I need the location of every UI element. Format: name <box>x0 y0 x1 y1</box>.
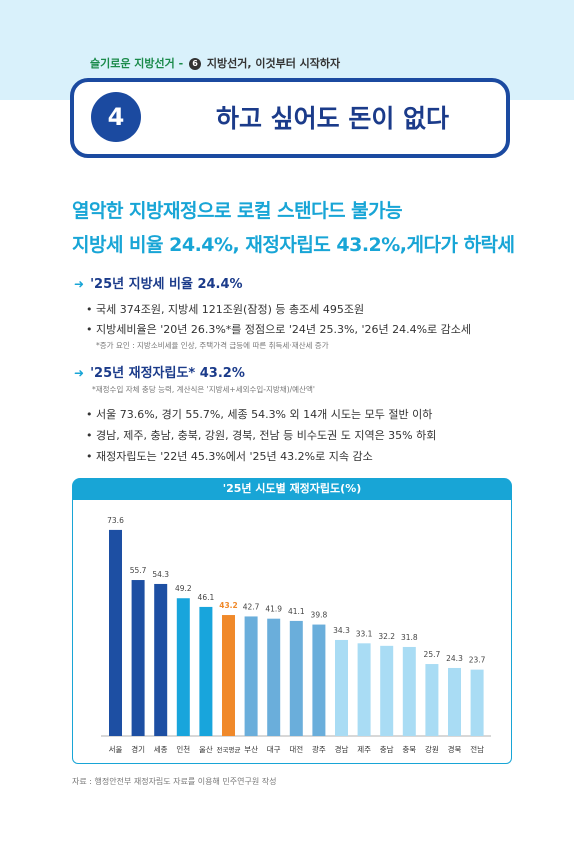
bar-12 <box>380 645 394 736</box>
section-1-bullet-1: • 국세 374조원, 지방세 121조원(잠정) 등 총조세 495조원 <box>86 303 365 316</box>
chart-frame: 73.6 서울 55.7 경기 54.3 세종 49.2 인천 46.1 울산 43.2 전국평균 42… <box>72 500 512 764</box>
bar-9 <box>312 624 326 736</box>
bar-value-label: 33.1 <box>356 629 373 638</box>
bar-value-label: 42.7 <box>243 602 260 611</box>
bar-value-label: 25.7 <box>424 650 441 659</box>
headline-line-2: 지방세 비율 24.4%, 재정자립도 43.2%,게다가 하락세 <box>72 234 515 256</box>
bar-chart: 73.6 서울 55.7 경기 54.3 세종 49.2 인천 46.1 울산 43.2 전국평균 42… <box>101 516 491 754</box>
category-label: 광주 <box>312 744 326 754</box>
bar-6 <box>244 616 258 736</box>
section-2-note: *재정수입 자체 충당 능력, 계산식은 '지방세+세외수입-지방채)/예산액' <box>92 385 315 394</box>
bar-14 <box>425 664 439 736</box>
bar-value-label: 32.2 <box>378 632 395 641</box>
category-label: 울산 <box>199 744 213 754</box>
category-label: 대전 <box>289 744 303 754</box>
section-2-bullet-3: • 재정자립도는 '22년 45.3%에서 '25년 43.2%로 지속 감소 <box>86 450 373 463</box>
category-label: 전국평균 <box>217 745 241 754</box>
section-2-bullet-1: • 서울 73.6%, 경기 55.7%, 세종 54.3% 외 14개 시도는… <box>86 408 433 421</box>
bar-value-label: 39.8 <box>311 611 328 620</box>
series-number-badge: 6 <box>189 58 202 70</box>
bar-16 <box>470 669 484 736</box>
section-2-heading: ➜ '25년 재정자립도* 43.2% <box>74 362 245 381</box>
series-brand: 슬기로운 지방선거 - <box>90 57 188 70</box>
bar-1 <box>131 580 145 736</box>
bar-8 <box>289 620 303 736</box>
category-label: 경기 <box>131 744 145 754</box>
category-label: 강원 <box>425 744 439 754</box>
bar-7 <box>267 618 281 736</box>
chapter-title: 하고 싶어도 돈이 없다 <box>215 104 450 133</box>
bar-value-label: 55.7 <box>130 566 147 575</box>
category-label: 부산 <box>244 744 258 754</box>
section-1-bullet-2: • 지방세비율은 '20년 26.3%*를 정점으로 '24년 25.3%, '… <box>86 323 472 336</box>
category-label: 서울 <box>109 745 123 754</box>
section-1-heading: ➜ '25년 지방세 비율 24.4% <box>74 273 243 292</box>
headline-line-1: 열악한 지방재정으로 로컬 스탠다드 불가능 <box>72 200 403 222</box>
category-label: 대구 <box>267 745 281 754</box>
bar-3 <box>176 598 190 736</box>
bar-5 <box>222 615 235 736</box>
category-label: 세종 <box>154 745 168 754</box>
bar-4 <box>199 606 213 736</box>
chart-title: '25년 시도별 재정자립도(%) <box>72 478 512 500</box>
bar-value-label: 41.1 <box>288 607 305 616</box>
bar-value-label: 31.8 <box>401 633 418 642</box>
bar-value-label: 34.3 <box>333 626 350 635</box>
category-label: 충북 <box>402 745 416 754</box>
bar-11 <box>357 643 371 736</box>
category-label: 전남 <box>470 744 484 754</box>
bar-value-label: 73.6 <box>107 516 124 525</box>
bar-0 <box>109 529 122 736</box>
category-label: 경남 <box>335 744 349 754</box>
bar-value-label: 46.1 <box>198 593 215 602</box>
chapter-title-box: 4 하고 싶어도 돈이 없다 <box>70 78 510 158</box>
section-2-heading-text: '25년 재정자립도* 43.2% <box>90 366 245 381</box>
section-1-note: *증가 요인 : 지방소비세율 인상, 주택가격 급등에 따른 취득세·재산세 … <box>96 341 329 350</box>
category-label: 제주 <box>357 745 371 754</box>
arrow-icon: ➜ <box>74 277 85 291</box>
chapter-number-badge: 4 <box>91 92 141 142</box>
bar-13 <box>402 646 416 736</box>
bar-value-label: 43.2 <box>219 601 238 610</box>
category-label: 경북 <box>448 744 462 754</box>
series-title: 슬기로운 지방선거 - 6 지방선거, 이것부터 시작하자 <box>90 55 340 71</box>
bar-2 <box>154 583 168 736</box>
bar-value-label: 24.3 <box>446 654 463 663</box>
bar-value-label: 23.7 <box>469 656 486 665</box>
category-label: 인천 <box>176 744 190 754</box>
section-1-heading-text: '25년 지방세 비율 24.4% <box>90 277 243 292</box>
section-2-bullet-2: • 경남, 제주, 충남, 충북, 강원, 경북, 전남 등 비수도권 도 지역… <box>86 429 437 442</box>
category-label: 충남 <box>380 745 394 754</box>
bar-15 <box>448 667 461 736</box>
series-subtitle: 지방선거, 이것부터 시작하자 <box>206 57 341 70</box>
bar-value-label: 49.2 <box>175 584 192 593</box>
bar-value-label: 41.9 <box>265 605 282 614</box>
arrow-icon: ➜ <box>74 366 85 380</box>
source-note: 자료 : 행정안전부 재정자립도 자료를 이용해 민주연구원 작성 <box>72 777 277 786</box>
bar-10 <box>335 639 348 736</box>
bar-value-label: 54.3 <box>152 570 169 579</box>
